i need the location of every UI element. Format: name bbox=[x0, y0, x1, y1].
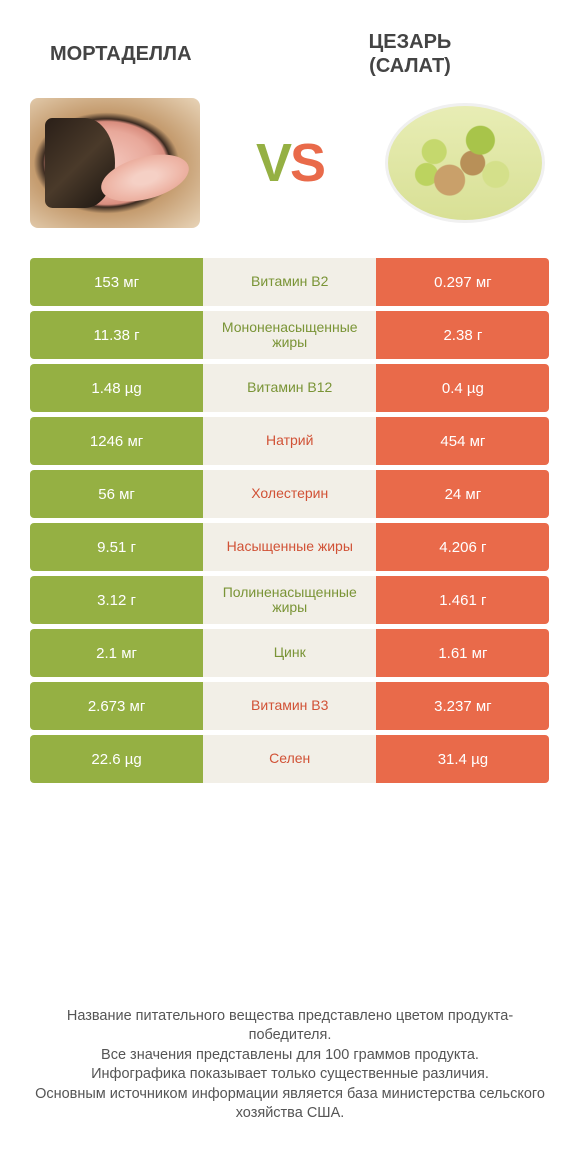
table-row: 3.12 гПолиненасыщенные жиры1.461 г bbox=[30, 576, 550, 624]
footer-line: Название питательного вещества представл… bbox=[30, 1007, 550, 1046]
value-left: 56 мг bbox=[30, 470, 203, 518]
product-right-title-line1: ЦЕЗАРЬ bbox=[369, 31, 452, 53]
table-row: 11.38 гМононенасыщенные жиры2.38 г bbox=[30, 311, 550, 359]
table-row: 56 мгХолестерин24 мг bbox=[30, 470, 550, 518]
value-left: 11.38 г bbox=[30, 311, 203, 359]
images-row: VS bbox=[0, 88, 580, 248]
value-right: 0.4 µg bbox=[376, 364, 549, 412]
footer-line: Основным источником информации является … bbox=[30, 1085, 550, 1124]
value-left: 1246 мг bbox=[30, 417, 203, 465]
value-left: 3.12 г bbox=[30, 576, 203, 624]
mortadella-image bbox=[30, 98, 200, 228]
table-row: 2.1 мгЦинк1.61 мг bbox=[30, 629, 550, 677]
vs-label: VS bbox=[256, 132, 324, 194]
value-right: 4.206 г bbox=[376, 523, 549, 571]
footer-notes: Название питательного вещества представл… bbox=[30, 1007, 550, 1124]
nutrient-name: Насыщенные жиры bbox=[203, 523, 376, 571]
product-left-title: МОРТАДЕЛЛА bbox=[50, 30, 290, 78]
nutrient-name: Витамин B2 bbox=[203, 258, 376, 306]
value-left: 1.48 µg bbox=[30, 364, 203, 412]
table-row: 1246 мгНатрий454 мг bbox=[30, 417, 550, 465]
nutrient-name: Натрий bbox=[203, 417, 376, 465]
value-right: 24 мг bbox=[376, 470, 549, 518]
value-right: 454 мг bbox=[376, 417, 549, 465]
footer-line: Инфографика показывает только существенн… bbox=[30, 1065, 550, 1085]
nutrient-name: Витамин B3 bbox=[203, 682, 376, 730]
nutrient-name: Витамин B12 bbox=[203, 364, 376, 412]
footer-line: Все значения представлены для 100 граммо… bbox=[30, 1046, 550, 1066]
value-left: 2.1 мг bbox=[30, 629, 203, 677]
value-right: 2.38 г bbox=[376, 311, 549, 359]
table-row: 22.6 µgСелен31.4 µg bbox=[30, 735, 550, 783]
value-left: 22.6 µg bbox=[30, 735, 203, 783]
table-row: 2.673 мгВитамин B33.237 мг bbox=[30, 682, 550, 730]
value-left: 9.51 г bbox=[30, 523, 203, 571]
vs-s: S bbox=[290, 133, 324, 193]
header: МОРТАДЕЛЛА ЦЕЗАРЬ (САЛАТ) bbox=[0, 0, 580, 88]
vs-v: V bbox=[256, 133, 290, 193]
table-row: 153 мгВитамин B20.297 мг bbox=[30, 258, 550, 306]
nutrient-name: Полиненасыщенные жиры bbox=[203, 576, 376, 624]
comparison-table: 153 мгВитамин B20.297 мг 11.38 гМононенас… bbox=[30, 258, 550, 783]
value-right: 3.237 мг bbox=[376, 682, 549, 730]
nutrient-name: Селен bbox=[203, 735, 376, 783]
nutrient-name: Цинк bbox=[203, 629, 376, 677]
value-left: 153 мг bbox=[30, 258, 203, 306]
caesar-image bbox=[380, 98, 550, 228]
value-right: 1.461 г bbox=[376, 576, 549, 624]
nutrient-name: Холестерин bbox=[203, 470, 376, 518]
value-left: 2.673 мг bbox=[30, 682, 203, 730]
nutrient-name: Мононенасыщенные жиры bbox=[203, 311, 376, 359]
value-right: 31.4 µg bbox=[376, 735, 549, 783]
table-row: 1.48 µgВитамин B120.4 µg bbox=[30, 364, 550, 412]
value-right: 0.297 мг bbox=[376, 258, 549, 306]
value-right: 1.61 мг bbox=[376, 629, 549, 677]
product-right-title: ЦЕЗАРЬ (САЛАТ) bbox=[290, 30, 530, 78]
table-row: 9.51 гНасыщенные жиры4.206 г bbox=[30, 523, 550, 571]
product-right-title-line2: (САЛАТ) bbox=[369, 55, 451, 77]
